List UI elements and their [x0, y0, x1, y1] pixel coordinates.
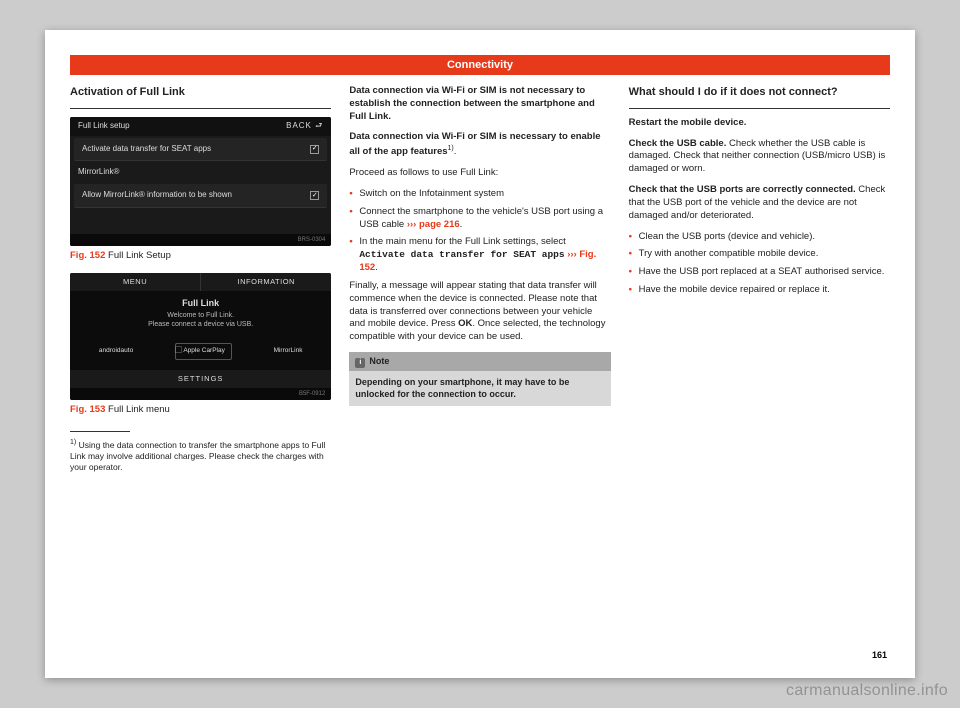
footnote: 1) Using the data connection to transfer… — [70, 438, 331, 473]
fig153-caption-text: Full Link menu — [105, 404, 169, 415]
footnote-separator — [70, 431, 130, 432]
note-body: Depending on your smartphone, it may hav… — [349, 371, 610, 406]
column-3: What should I do if it does not connect?… — [629, 85, 890, 653]
col2-p2a: Data connection via Wi-Fi or SIM is nece… — [349, 131, 600, 157]
fig152-caption: Fig. 152 Full Link Setup — [70, 250, 331, 263]
col3-bullet1: Clean the USB ports (device and vehicle)… — [629, 231, 890, 244]
col2-p4: Finally, a message will appear stating t… — [349, 280, 610, 344]
col3-bullet2: Try with another compatible mobile devic… — [629, 248, 890, 261]
xref-page216: ››› page 216 — [407, 219, 460, 230]
note-box: i Note Depending on your smartphone, it m… — [349, 352, 610, 406]
col2-p3: Proceed as follows to use Full Link: — [349, 167, 610, 180]
col3-p3: Check that the USB ports are correctly c… — [629, 184, 890, 222]
col3-p3a: Check that the USB ports are correctly c… — [629, 184, 856, 195]
fig152-title: Full Link setup — [78, 121, 130, 132]
col2-bullet3: In the main menu for the Full Link setti… — [349, 236, 610, 274]
col2-b3a: In the main menu for the Full Link setti… — [359, 236, 565, 247]
column-2: Data connection via Wi-Fi or SIM is not … — [349, 85, 610, 653]
checkbox-icon: ✓ — [310, 191, 319, 200]
carplay-icon: ⃞ Apple CarPlay — [175, 343, 232, 360]
mirrorlink-icon: MirrorLink — [274, 347, 303, 356]
rule — [629, 108, 890, 109]
fig152-screenshot: Full Link setup BACK ⮐ Activate data tra… — [70, 117, 331, 246]
section-title-whatif: What should I do if it does not connect? — [629, 85, 890, 100]
page: Connectivity Activation of Full Link Ful… — [45, 30, 915, 678]
fig152-topbar: Full Link setup BACK ⮐ — [70, 117, 331, 136]
col2-bullet1: Switch on the Infotainment system — [349, 188, 610, 201]
fig153-screenshot: MENU INFORMATION Full Link Welcome to Fu… — [70, 273, 331, 400]
fig153-title: Full Link — [70, 291, 331, 311]
col2-p4b: OK — [458, 318, 472, 329]
fig153-sub2: Please connect a device via USB. — [148, 321, 253, 328]
fig152-row1: Activate data transfer for SEAT apps ✓ — [74, 138, 327, 162]
col3-bullet3: Have the USB port replaced at a SEAT aut… — [629, 266, 890, 279]
column-1: Activation of Full Link Full Link setup … — [70, 85, 331, 653]
col2-p2: Data connection via Wi-Fi or SIM is nece… — [349, 131, 610, 159]
checkbox-icon: ✓ — [310, 145, 319, 154]
fig152-row2: MirrorLink® — [70, 163, 331, 182]
col2-b2c: . — [460, 219, 463, 230]
col2-b3b: Activate data transfer for SEAT apps — [359, 249, 564, 260]
rule — [70, 108, 331, 109]
fig152-row3-label: Allow MirrorLink® information to be show… — [82, 190, 232, 201]
watermark: carmanualsonline.info — [786, 682, 948, 700]
col2-b2a: Connect the smartphone to the vehicle's … — [359, 206, 603, 230]
col3-p1: Restart the mobile device. — [629, 117, 890, 130]
spacer — [70, 210, 331, 234]
fig152-row1-label: Activate data transfer for SEAT apps — [82, 144, 211, 155]
fig152-footer: BRS-0304 — [70, 234, 331, 246]
fig152-row2-label: MirrorLink® — [78, 167, 119, 178]
fig153-sub1: Welcome to Full Link. — [167, 312, 234, 319]
back-button-label: BACK ⮐ — [286, 121, 323, 132]
fig153-icon-row: androidauto ⃞ Apple CarPlay MirrorLink — [70, 337, 331, 370]
fig152-row3: Allow MirrorLink® information to be show… — [74, 184, 327, 208]
fig153-num: Fig. 153 — [70, 404, 105, 415]
col2-p2b: . — [454, 146, 457, 157]
section-title-activation: Activation of Full Link — [70, 85, 331, 100]
header-band: Connectivity — [70, 55, 890, 75]
androidauto-icon: androidauto — [99, 347, 133, 356]
fig153-tab-menu: MENU — [70, 273, 200, 291]
fig152-num: Fig. 152 — [70, 250, 105, 261]
note-head: i Note — [349, 352, 610, 371]
col2-b3d: . — [375, 262, 378, 273]
col3-p2a: Check the USB cable. — [629, 138, 727, 149]
footnote-text: Using the data connection to transfer th… — [70, 440, 325, 472]
note-icon: i — [355, 358, 365, 368]
col2-bullet2: Connect the smartphone to the vehicle's … — [349, 206, 610, 232]
fig153-settings: SETTINGS — [70, 370, 331, 388]
col2-p1-text: Data connection via Wi-Fi or SIM is not … — [349, 85, 594, 122]
fig153-caption: Fig. 153 Full Link menu — [70, 404, 331, 417]
fig152-caption-text: Full Link Setup — [105, 250, 170, 261]
fig153-footer: B5F-0912 — [70, 388, 331, 400]
fig153-subtitle: Welcome to Full Link. Please connect a d… — [70, 311, 331, 337]
page-number: 161 — [872, 650, 887, 660]
fig153-tabs: MENU INFORMATION — [70, 273, 331, 291]
col3-p1-text: Restart the mobile device. — [629, 117, 747, 128]
col3-p2: Check the USB cable. Check whether the U… — [629, 138, 890, 176]
col2-p1: Data connection via Wi-Fi or SIM is not … — [349, 85, 610, 123]
fig153-tab-info: INFORMATION — [200, 273, 331, 291]
note-title: Note — [369, 356, 389, 366]
col3-bullet4: Have the mobile device repaired or repla… — [629, 284, 890, 297]
content-columns: Activation of Full Link Full Link setup … — [70, 85, 890, 653]
